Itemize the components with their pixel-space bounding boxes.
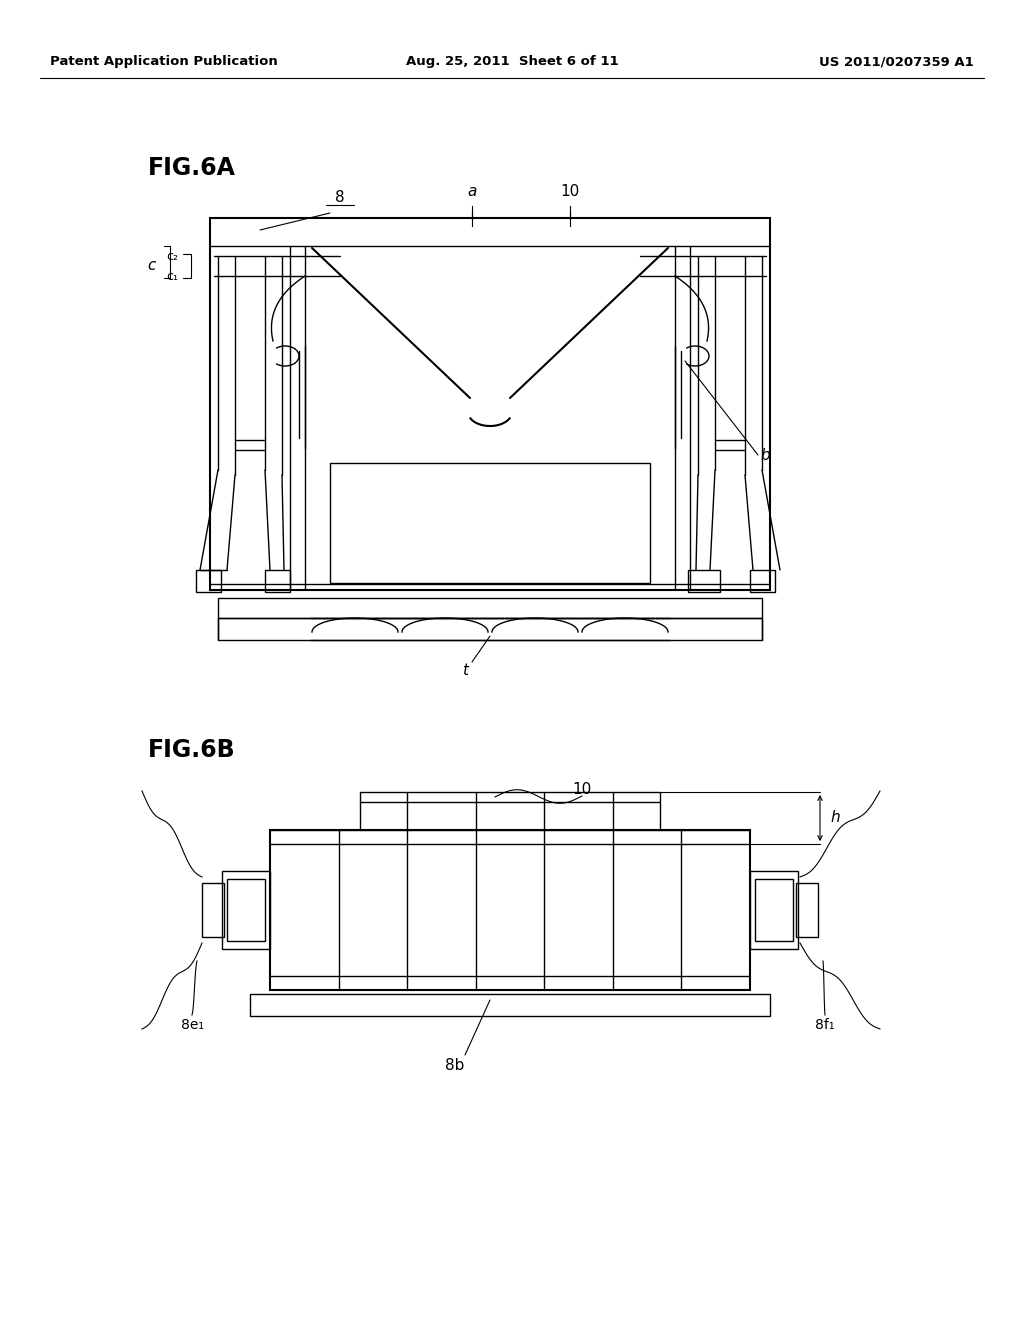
Bar (218, 598, 762, 618)
Bar (265, 570, 290, 591)
Bar (796, 883, 818, 937)
Bar (360, 792, 660, 830)
Text: 8b: 8b (445, 1057, 465, 1072)
Text: c₁: c₁ (166, 269, 178, 282)
Bar (330, 463, 650, 583)
Bar (250, 994, 770, 1016)
Bar (227, 879, 265, 941)
Text: 8e₁: 8e₁ (180, 1018, 204, 1032)
Text: c: c (147, 259, 156, 273)
Text: b: b (760, 447, 770, 462)
Bar (196, 570, 221, 591)
Text: FIG.6B: FIG.6B (148, 738, 236, 762)
Text: US 2011/0207359 A1: US 2011/0207359 A1 (819, 55, 974, 69)
Text: 10: 10 (572, 783, 592, 797)
Text: 8f₁: 8f₁ (815, 1018, 835, 1032)
Text: FIG.6A: FIG.6A (148, 156, 236, 180)
Bar (270, 830, 750, 990)
Bar (750, 570, 775, 591)
Text: h: h (830, 810, 840, 825)
Bar (750, 871, 798, 949)
Text: t: t (462, 663, 468, 678)
Text: 10: 10 (560, 185, 580, 199)
Bar (218, 618, 762, 640)
Text: Patent Application Publication: Patent Application Publication (50, 55, 278, 69)
Bar (202, 883, 224, 937)
Bar (210, 218, 770, 590)
Text: c₂: c₂ (166, 249, 178, 263)
Text: 8: 8 (335, 190, 345, 205)
Bar (222, 871, 270, 949)
Bar (755, 879, 793, 941)
Text: a: a (467, 185, 477, 199)
Bar (688, 570, 720, 591)
Text: Aug. 25, 2011  Sheet 6 of 11: Aug. 25, 2011 Sheet 6 of 11 (406, 55, 618, 69)
